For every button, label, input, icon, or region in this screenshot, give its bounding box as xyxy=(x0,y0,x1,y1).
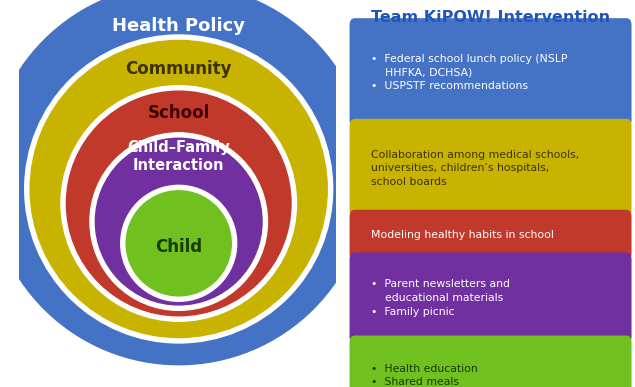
Ellipse shape xyxy=(90,133,267,310)
Ellipse shape xyxy=(25,35,333,343)
Ellipse shape xyxy=(0,0,369,365)
FancyBboxPatch shape xyxy=(349,252,632,344)
Ellipse shape xyxy=(61,86,297,321)
Text: Community: Community xyxy=(126,60,232,79)
FancyBboxPatch shape xyxy=(349,336,632,387)
Ellipse shape xyxy=(95,138,262,305)
Text: •  Health education
•  Shared meals
•  Physical activity minutes: • Health education • Shared meals • Phys… xyxy=(371,363,519,387)
Ellipse shape xyxy=(30,40,327,337)
FancyBboxPatch shape xyxy=(349,210,632,260)
Text: Collaboration among medical schools,
universities, children’s hospitals,
school : Collaboration among medical schools, uni… xyxy=(371,150,579,187)
Text: Team KiPOW! Intervention: Team KiPOW! Intervention xyxy=(371,10,610,25)
Text: Modeling healthy habits in school: Modeling healthy habits in school xyxy=(371,230,554,240)
Text: Health Policy: Health Policy xyxy=(112,17,245,35)
Text: Child–Family
Interaction: Child–Family Interaction xyxy=(128,140,230,173)
Ellipse shape xyxy=(121,185,237,301)
FancyBboxPatch shape xyxy=(349,119,632,218)
Ellipse shape xyxy=(126,191,231,296)
Text: School: School xyxy=(147,104,210,122)
Text: •  Parent newsletters and
    educational materials
•  Family picnic: • Parent newsletters and educational mat… xyxy=(371,279,510,317)
Text: Child: Child xyxy=(155,238,203,256)
Ellipse shape xyxy=(67,91,291,316)
FancyBboxPatch shape xyxy=(349,18,632,127)
Text: •  Federal school lunch policy (NSLP
    HHFKA, DCHSA)
•  USPSTF recommendations: • Federal school lunch policy (NSLP HHFK… xyxy=(371,54,567,91)
